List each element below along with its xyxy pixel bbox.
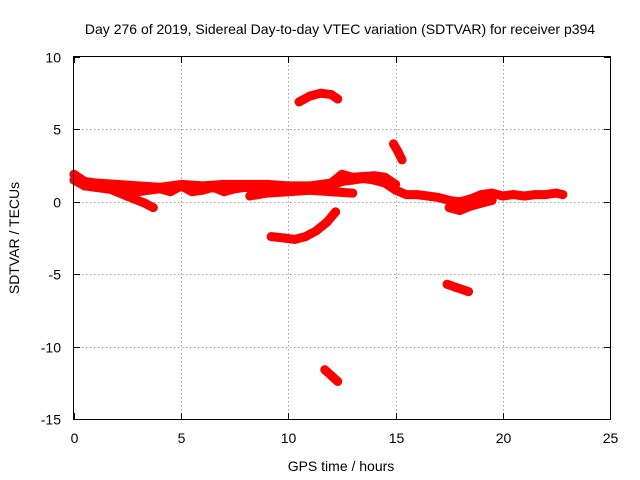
data-point	[118, 190, 128, 200]
data-point	[305, 91, 315, 101]
data-point	[487, 195, 497, 205]
data-point	[498, 191, 508, 201]
data-point	[401, 190, 411, 200]
data-point	[412, 190, 422, 200]
data-point	[464, 287, 473, 297]
data-point	[434, 193, 443, 202]
data-point	[155, 182, 165, 192]
data-point	[333, 94, 343, 104]
x-tick-label: 25	[603, 430, 619, 446]
data-series	[69, 88, 568, 386]
y-tick-label: -10	[41, 340, 61, 356]
data-point	[389, 139, 398, 149]
data-point	[219, 179, 229, 189]
data-point	[326, 371, 336, 381]
x-tick-label: 0	[71, 430, 79, 446]
data-point	[380, 172, 390, 182]
y-tick-label: 5	[53, 122, 61, 138]
data-point	[391, 179, 401, 189]
data-point	[80, 177, 90, 186]
data-point	[129, 194, 139, 204]
x-tick-label: 20	[496, 430, 512, 446]
x-tick-label: 10	[281, 430, 297, 446]
data-point	[301, 232, 311, 242]
plot-frame	[73, 56, 611, 420]
data-point	[322, 217, 332, 227]
data-point	[108, 185, 118, 195]
data-point	[451, 282, 461, 292]
data-point	[442, 279, 452, 289]
data-point	[266, 232, 276, 242]
data-point	[444, 203, 454, 213]
data-point	[393, 146, 403, 156]
data-point	[294, 97, 304, 107]
axis-ticks: 0 5 10 15 20 25 -15 -10 -5 0 5 10	[41, 50, 619, 447]
data-point	[219, 187, 229, 197]
data-point	[541, 190, 551, 200]
data-point	[283, 187, 293, 197]
x-tick-label: 5	[178, 430, 186, 446]
y-tick-label: -15	[41, 412, 61, 428]
y-axis-label: SDTVAR / TECUs	[6, 182, 22, 294]
data-point	[337, 169, 347, 179]
data-point	[423, 191, 433, 201]
data-point	[133, 181, 143, 191]
data-point	[320, 365, 330, 375]
data-point	[262, 179, 272, 189]
data-point	[397, 155, 407, 165]
data-point	[476, 198, 486, 208]
data-point	[326, 90, 336, 100]
y-tick-label: 0	[53, 195, 61, 211]
data-point	[331, 207, 341, 217]
data-point	[348, 172, 358, 182]
x-tick-label: 15	[389, 430, 405, 446]
data-point	[90, 178, 100, 188]
data-point	[326, 178, 336, 188]
data-point	[369, 171, 379, 181]
data-point	[466, 201, 476, 211]
data-point	[198, 181, 208, 191]
data-point	[262, 188, 272, 198]
chart-title: Day 276 of 2019, Sidereal Day-to-day VTE…	[85, 21, 595, 37]
grid	[74, 57, 610, 419]
y-tick-label: -5	[49, 267, 62, 283]
data-point	[305, 185, 315, 195]
data-point	[444, 195, 454, 205]
data-point	[148, 203, 158, 213]
data-point	[558, 190, 568, 200]
data-point	[176, 179, 186, 189]
data-point	[519, 191, 529, 201]
data-point	[530, 190, 540, 200]
data-point	[140, 198, 150, 208]
x-axis-label: GPS time / hours	[288, 458, 395, 474]
data-point	[290, 234, 300, 244]
data-point	[245, 191, 255, 201]
data-point	[316, 88, 326, 98]
data-point	[509, 190, 518, 200]
data-point	[455, 197, 465, 207]
data-point	[476, 190, 486, 200]
data-point	[241, 179, 250, 189]
y-tick-label: 10	[45, 50, 61, 66]
data-point	[311, 226, 321, 236]
data-point	[279, 233, 289, 243]
data-point	[326, 187, 336, 197]
data-point	[487, 188, 497, 198]
data-point	[348, 188, 358, 198]
data-point	[333, 376, 343, 386]
data-point	[455, 206, 465, 215]
